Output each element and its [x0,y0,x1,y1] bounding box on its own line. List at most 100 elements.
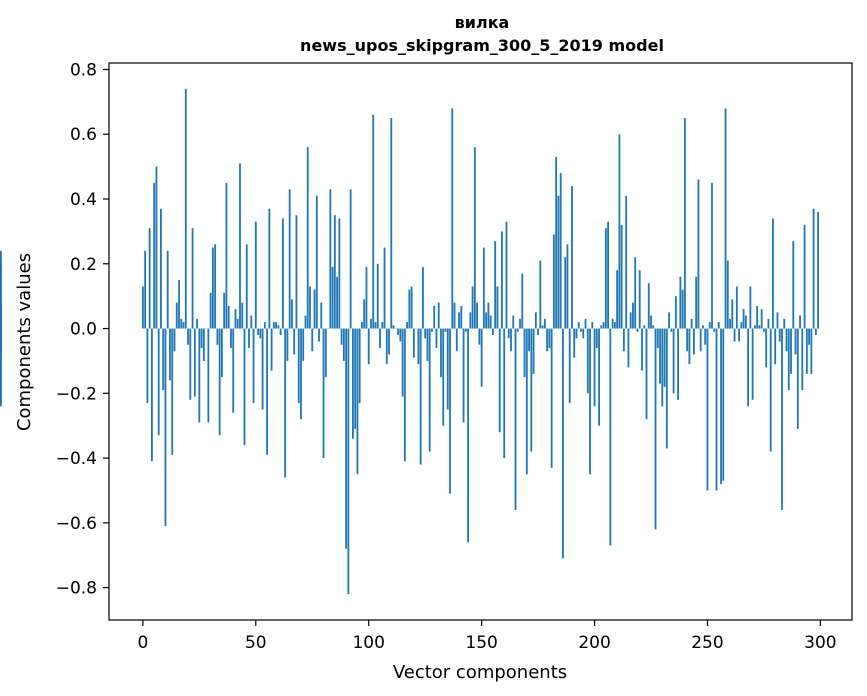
bar [647,283,650,329]
bar [683,118,686,329]
chart-subtitle: news_upos_skipgram_300_5_2019 model [300,36,664,55]
bar [706,328,709,491]
bar [469,312,472,329]
bar [169,328,171,381]
bar [555,156,558,329]
bar [266,328,268,455]
x-tick-label: 100 [352,633,384,653]
bar [751,328,754,400]
bar [446,328,449,410]
bar [699,328,702,352]
x-axis-label: Vector components [393,662,567,683]
bar [693,328,695,355]
bar [221,328,223,378]
bar [376,263,379,329]
bar [358,328,361,404]
bar [814,328,817,336]
bar [424,328,427,339]
bar [742,309,745,329]
bar [462,328,465,423]
bar [686,328,689,352]
bars-group [0,88,820,595]
bar [191,228,194,329]
bar [726,260,729,329]
bar [354,328,357,429]
bar [656,328,659,348]
bar [663,328,666,387]
bar [708,322,711,329]
bar [309,286,311,329]
bar [674,296,677,329]
x-tick-label: 300 [804,633,836,653]
bar [230,328,232,348]
x-axis-ticks: 0 50 100 150 200 250 300 [137,620,837,653]
bar [697,179,700,329]
bar [225,182,228,329]
bar [390,118,393,329]
bar [331,267,334,329]
bar [769,328,772,452]
bar [284,328,287,478]
bar [550,328,553,468]
bar [155,166,158,329]
bar [417,328,420,365]
bar [756,305,759,329]
bar [731,299,734,329]
bar [435,328,438,348]
bar [250,315,253,329]
bar [514,328,517,510]
bar [458,312,460,329]
bar [336,276,338,329]
bar [449,328,451,494]
bar [695,276,698,329]
bar [207,328,210,423]
bar [453,302,456,329]
bar [652,325,655,329]
bar [320,302,323,329]
bar [604,228,607,329]
bar [600,325,603,329]
bar [738,328,740,342]
bar [643,325,646,329]
bar [519,318,521,329]
bar [772,218,774,329]
bar [329,189,332,329]
bar [765,328,768,368]
bar [268,208,271,329]
bar [302,328,305,361]
bar [650,315,652,329]
bar [342,328,345,361]
bar [774,328,777,365]
bar [281,218,284,329]
bar [625,195,628,329]
bar [431,328,433,332]
bar [164,328,167,527]
bar [641,328,643,371]
bar [227,305,230,329]
bar [749,286,752,329]
bar [315,195,318,329]
bar [790,328,792,374]
bar [543,318,546,329]
bar [787,328,790,391]
bar [810,328,813,374]
bar [460,305,463,329]
bar [496,286,499,329]
bar [175,302,178,329]
bar [263,322,266,329]
bar [659,328,661,384]
bar [783,318,786,329]
bar [607,221,609,329]
bar [722,328,725,481]
bar [198,328,201,423]
bar [510,328,512,352]
bar [552,234,555,329]
bar [512,315,515,329]
bar [426,328,429,361]
bar [566,244,569,329]
bar [338,218,341,329]
bar [792,241,795,329]
bar [178,279,180,329]
bar [557,195,560,329]
